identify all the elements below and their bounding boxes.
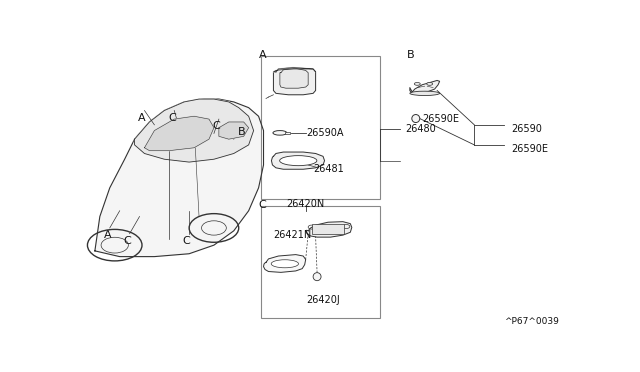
Ellipse shape xyxy=(427,83,433,85)
Polygon shape xyxy=(264,254,306,272)
Ellipse shape xyxy=(280,155,317,166)
Polygon shape xyxy=(145,116,214,151)
Text: A: A xyxy=(104,230,111,240)
Text: 26590A: 26590A xyxy=(307,128,344,138)
Text: C: C xyxy=(168,113,175,123)
Ellipse shape xyxy=(271,260,298,268)
Bar xyxy=(312,224,344,234)
Polygon shape xyxy=(95,99,264,257)
Ellipse shape xyxy=(313,273,321,280)
Polygon shape xyxy=(306,222,352,237)
Text: C: C xyxy=(212,121,220,131)
Text: C: C xyxy=(183,236,191,246)
Bar xyxy=(285,132,290,134)
Polygon shape xyxy=(273,68,316,95)
Bar xyxy=(261,56,380,199)
Text: B: B xyxy=(237,127,245,137)
Text: 26481: 26481 xyxy=(313,164,344,174)
Polygon shape xyxy=(410,80,440,93)
Ellipse shape xyxy=(412,115,420,122)
Text: 26480: 26480 xyxy=(405,124,436,134)
Text: C: C xyxy=(124,236,131,246)
Ellipse shape xyxy=(410,91,440,96)
Polygon shape xyxy=(273,68,316,72)
Text: ^P67^0039: ^P67^0039 xyxy=(504,317,559,326)
Ellipse shape xyxy=(414,83,420,85)
Text: A: A xyxy=(138,113,146,123)
Text: A: A xyxy=(259,50,266,60)
Bar xyxy=(261,206,380,318)
Text: 26420N: 26420N xyxy=(287,199,325,209)
Text: C: C xyxy=(259,200,266,210)
Polygon shape xyxy=(280,68,308,88)
Text: 26590E: 26590E xyxy=(422,113,460,124)
Text: 26420J: 26420J xyxy=(306,295,340,305)
Text: 26421N: 26421N xyxy=(273,230,312,240)
Ellipse shape xyxy=(273,131,287,135)
Text: 26590E: 26590E xyxy=(511,144,548,154)
Polygon shape xyxy=(134,99,253,162)
Polygon shape xyxy=(271,152,324,169)
Polygon shape xyxy=(219,122,249,139)
Text: B: B xyxy=(408,50,415,60)
Text: 26590: 26590 xyxy=(511,124,542,134)
